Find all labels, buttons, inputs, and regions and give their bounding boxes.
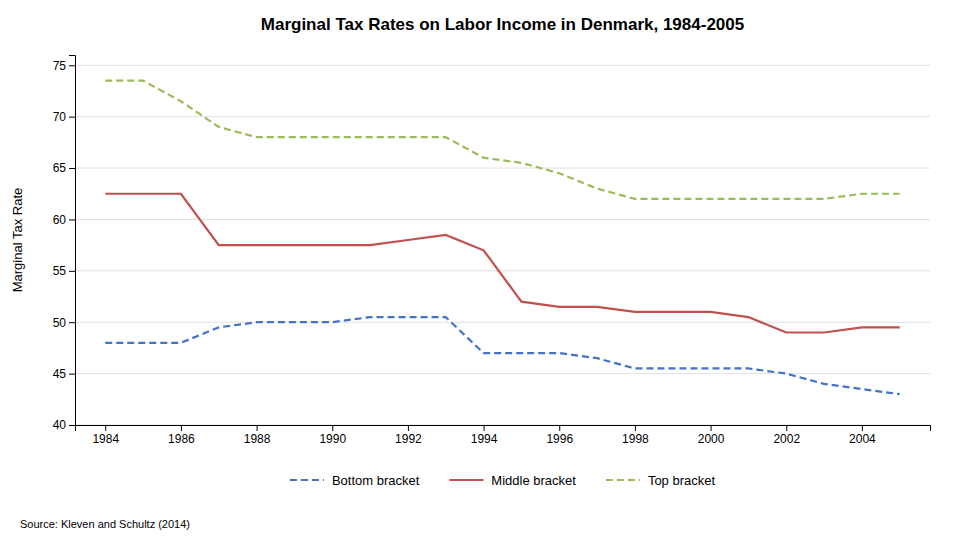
x-axis: 1984 1986 1988 1990 1992 1994 1996 1998 2000 2002… [76,425,931,446]
tick: 55 [53,264,75,278]
tick-mark [862,425,863,431]
grid-line [75,65,930,66]
tick-label: 2004 [849,432,876,446]
tick: 2000 [698,425,725,446]
tick-mark [257,425,258,431]
tick: 45 [53,367,75,381]
tick-label: 2000 [698,432,725,446]
y-axis-title: Marginal Tax Rate [10,188,25,293]
grid-line [75,322,930,323]
series-line [105,81,899,199]
legend-label: Bottom bracket [332,473,420,488]
tick-mark [332,425,333,431]
legend-label: Middle bracket [491,473,576,488]
legend-label: Top bracket [648,473,716,488]
tick: 1992 [395,425,422,446]
tick: 65 [53,161,75,175]
tick: 60 [53,213,75,227]
grid [75,65,930,425]
tick-label: 65 [53,161,67,175]
legend-swatch [606,479,640,481]
grid-line [75,270,930,271]
tick-mark [559,425,560,431]
series-line [105,317,899,394]
tick-mark [69,374,75,375]
title: Marginal Tax Rates on Labor Income in De… [261,15,744,34]
grid-line [75,373,930,374]
tick-mark [408,425,409,431]
legend-item: Top bracket [606,473,716,488]
tick-mark [69,271,75,272]
lines [105,81,899,394]
tick: 1994 [471,425,498,446]
legend-item: Middle bracket [449,473,576,488]
tick-mark [69,65,75,66]
tick-mark [105,425,106,431]
tick-label: 2002 [773,432,800,446]
tick-mark [69,425,75,426]
tick: 40 [53,418,75,432]
series-line [105,194,899,333]
legend-item: Bottom bracket [290,473,420,488]
tick-mark [69,168,75,169]
tick: 2004 [849,425,876,446]
tick-label: 1998 [622,432,649,446]
tick: 1986 [168,425,195,446]
tick-label: 1990 [319,432,346,446]
tick-mark [635,425,636,431]
tick: 1984 [92,425,119,446]
tick-label: 40 [53,418,67,432]
chart: 1984 1986 1988 1990 1992 1994 1996 1998 2000 2002… [0,0,960,540]
tick-label: 1986 [168,432,195,446]
tick-mark [69,219,75,220]
axis-line [69,56,76,426]
tick-label: 75 [53,59,67,73]
legend-swatch [290,479,324,481]
tick-label: 1984 [92,432,119,446]
tick: 50 [53,316,75,330]
tick-mark [484,425,485,431]
tick: 1990 [319,425,346,446]
tick-label: 1992 [395,432,422,446]
tick-label: 45 [53,367,67,381]
tick-mark [181,425,182,431]
tick-mark [786,425,787,431]
tick: 70 [53,110,75,124]
y-axis: 40 45 50 55 60 65 70 75 [53,56,76,433]
tick: 2002 [773,425,800,446]
tick-mark [711,425,712,431]
tick-label: 50 [53,316,67,330]
tick: 1988 [244,425,271,446]
grid-line [75,168,930,169]
tick-mark [69,322,75,323]
tick: 1998 [622,425,649,446]
tick: 1996 [546,425,573,446]
tick-label: 1996 [546,432,573,446]
legend-swatch [449,479,483,481]
axis-line [76,426,931,432]
grid-line [75,219,930,220]
tick-label: 55 [53,264,67,278]
legend: Bottom bracket Middle bracket Top bracket [290,473,716,488]
annotation: Source: Kleven and Schultz (2014) [20,518,190,530]
tick: 75 [53,59,75,73]
tick-label: 60 [53,213,67,227]
tick-label: 70 [53,110,67,124]
tick-mark [69,117,75,118]
tick-label: 1994 [471,432,498,446]
grid-line [75,116,930,117]
tick-label: 1988 [244,432,271,446]
